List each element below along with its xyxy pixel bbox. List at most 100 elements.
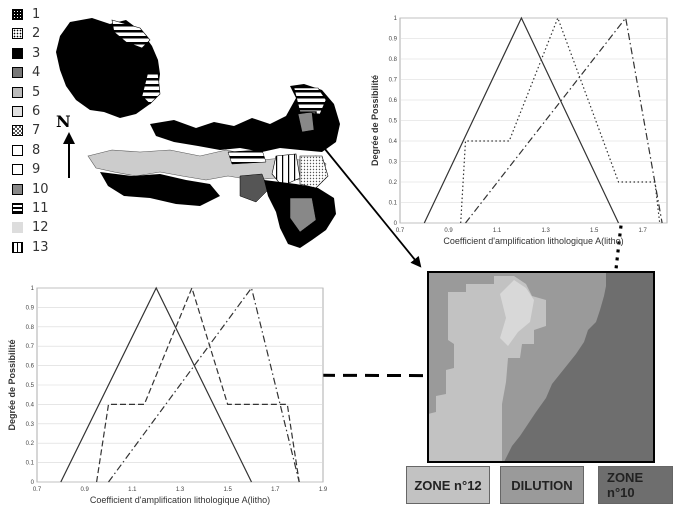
chart-y-tick-label: 0.3 — [26, 422, 35, 428]
chart-y-tick-label: 0.5 — [26, 383, 35, 389]
legend-item: 3 — [10, 45, 50, 64]
legend-label: 7 — [32, 123, 41, 139]
legend-item: 8 — [10, 142, 50, 161]
chart-x-tick-label: 1.5 — [223, 487, 232, 493]
legend-item: 5 — [10, 84, 50, 103]
chart-x-axis-label: Coefficient d'amplification lithologique… — [90, 495, 270, 505]
chart-y-tick-label: 0.7 — [26, 344, 35, 350]
chart-y-tick-label: 0 — [31, 480, 35, 486]
chart-y-tick-label: 0.8 — [389, 57, 398, 63]
legend-swatch — [12, 164, 23, 176]
chart-x-axis-label: Coefficient d'amplification lithologique… — [443, 236, 623, 246]
chart-x-tick-label: 0.7 — [33, 487, 42, 493]
chart-y-tick-label: 1 — [394, 16, 398, 22]
legend-item: 9 — [10, 161, 50, 180]
chart-y-tick-label: 0.7 — [389, 78, 398, 84]
legend-item: 7 — [10, 122, 50, 141]
map-region-striped — [293, 87, 327, 115]
chart-x-tick-label: 1.1 — [128, 487, 137, 493]
north-arrow: N — [56, 112, 84, 182]
chart-x-tick-label: 1.3 — [541, 228, 550, 234]
legend-item: 12 — [10, 219, 50, 238]
chart-y-tick-label: 0.1 — [26, 461, 35, 467]
zone-zoom-frame — [427, 271, 655, 463]
chart-y-axis-label: Degrée de Possibilité — [7, 339, 17, 430]
legend-label: 13 — [32, 239, 49, 255]
legend-item: 13 — [10, 239, 50, 258]
legend-swatch — [12, 144, 23, 156]
chart-y-axis-label: Degrée de Possibilité — [370, 75, 380, 166]
legend-item: 2 — [10, 25, 50, 44]
map-region-striped — [141, 71, 161, 105]
chart-x-tick-label: 1.9 — [319, 487, 328, 493]
legend-item: 11 — [10, 200, 50, 219]
map-legend: 1 2 3 4 5 6 7 8 9 10 11 12 13 — [10, 6, 50, 258]
chart-y-tick-label: 0.6 — [26, 364, 35, 370]
chart-y-tick-label: 1 — [31, 286, 35, 292]
chart-series-solid — [423, 16, 620, 224]
legend-swatch — [12, 9, 23, 20]
legend-label: 2 — [32, 26, 41, 42]
legend-label: 6 — [32, 103, 41, 119]
map-zoom-box — [291, 111, 317, 139]
legend-swatch — [12, 241, 23, 253]
chart-y-tick-label: 0.8 — [26, 325, 35, 331]
chart-y-tick-label: 0.9 — [26, 305, 35, 311]
dilution-label: DILUTION — [500, 466, 584, 504]
legend-label: 8 — [32, 142, 41, 158]
chart-y-tick-label: 0.2 — [389, 180, 398, 186]
chart-y-tick-label: 0.4 — [389, 139, 398, 145]
zone12-label: ZONE n°12 — [406, 466, 490, 504]
legend-swatch — [12, 222, 23, 234]
zone10-label: ZONE n°10 — [598, 466, 673, 504]
chart-x-tick-label: 1.1 — [493, 228, 502, 234]
chart-y-tick-label: 0 — [394, 221, 398, 227]
chart-y-tick-label: 0.5 — [389, 119, 398, 125]
map-region-striped — [111, 19, 151, 49]
legend-item: 4 — [10, 64, 50, 83]
chart-y-tick-label: 0.2 — [26, 441, 35, 447]
chart-x-tick-label: 1.3 — [176, 487, 185, 493]
chart-x-tick-label: 1.7 — [271, 487, 280, 493]
chart-series-solid — [60, 286, 253, 483]
legend-swatch — [12, 47, 23, 59]
chart-y-tick-label: 0.9 — [389, 37, 398, 43]
chart-y-tick-label: 0.4 — [26, 402, 35, 408]
legend-swatch — [12, 183, 23, 195]
chart-y-tick-label: 0.6 — [389, 98, 398, 104]
map-region-checker — [239, 173, 269, 203]
arrow-map-to-zoom — [315, 137, 422, 268]
legend-item: 6 — [10, 103, 50, 122]
legend-item: 10 — [10, 181, 50, 200]
legend-label: 5 — [32, 84, 41, 100]
map-region-gray — [289, 197, 317, 233]
zone12-highlight — [500, 280, 534, 346]
legend-label: 11 — [32, 200, 49, 216]
chart-x-tick-label: 0.7 — [396, 228, 405, 234]
map-region-vlines — [271, 153, 301, 187]
legend-swatch — [12, 86, 23, 98]
legend-item: 1 — [10, 6, 50, 25]
legend-swatch — [12, 67, 23, 79]
map-region-dotted — [299, 155, 329, 189]
chart-y-tick-label: 0.1 — [389, 201, 398, 207]
legend-label: 4 — [32, 65, 41, 81]
chart-y-tick-label: 0.3 — [389, 160, 398, 166]
legend-swatch — [12, 105, 23, 117]
chart-x-tick-label: 0.9 — [80, 487, 89, 493]
legend-label: 9 — [32, 162, 41, 178]
legend-label: 1 — [32, 7, 41, 22]
north-label: N — [56, 112, 71, 131]
legend-label: 10 — [32, 181, 49, 197]
north-arrow-icon — [63, 132, 75, 178]
chart-x-tick-label: 1.7 — [639, 228, 648, 234]
legend-swatch — [12, 202, 23, 214]
map-region-hlines — [227, 149, 267, 165]
map-region-dark — [100, 172, 220, 206]
legend-label: 12 — [32, 220, 49, 236]
legend-swatch — [12, 28, 23, 40]
legend-swatch — [12, 125, 23, 137]
